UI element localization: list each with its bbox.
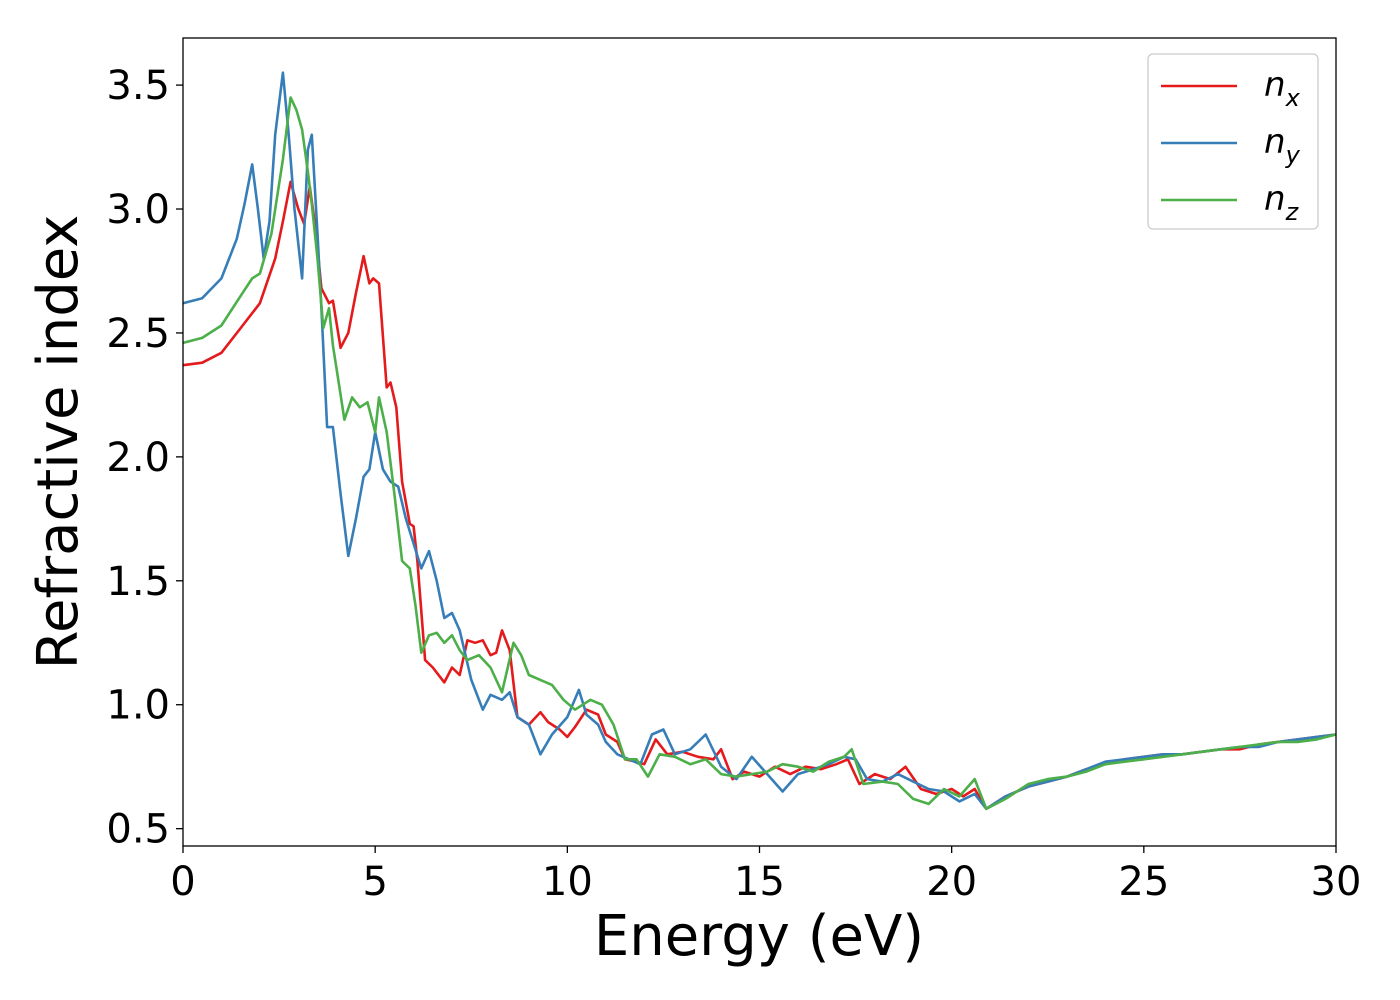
y-axis: 0.5 1.0 1.5 2.0 2.5 3.0 3.5: [106, 63, 183, 853]
y-tick-label: 2.5: [106, 311, 170, 357]
x-tick-label: 5: [362, 859, 387, 905]
x-tick-label: 10: [542, 859, 593, 905]
x-tick-label: 20: [926, 859, 977, 905]
x-tick-label: 15: [734, 859, 785, 905]
y-tick-label: 1.5: [106, 559, 170, 605]
x-tick-label: 30: [1311, 859, 1362, 905]
x-tick-label: 0: [170, 859, 195, 905]
legend-label-n_z: nz: [1264, 179, 1300, 226]
x-tick-label: 25: [1118, 859, 1169, 905]
x-axis-title: Energy (eV): [594, 904, 924, 969]
legend: nx ny nz: [1147, 53, 1319, 230]
legend-label-n_y: ny: [1264, 122, 1301, 169]
y-tick-label: 1.0: [106, 683, 170, 729]
legend-label-n_x: nx: [1264, 65, 1301, 112]
y-tick-label: 3.5: [106, 63, 170, 109]
y-tick-label: 3.0: [106, 187, 170, 233]
plot-lines: [182, 71, 1337, 811]
x-axis: 0 5 10 15 20 25 30: [170, 846, 1361, 905]
y-tick-label: 0.5: [106, 807, 170, 853]
y-tick-label: 2.0: [106, 435, 170, 481]
y-axis-title: Refractive index: [26, 215, 91, 670]
series-line-n_z: [182, 96, 1337, 811]
legend-box: [1147, 53, 1319, 230]
series-line-n_y: [182, 71, 1337, 811]
